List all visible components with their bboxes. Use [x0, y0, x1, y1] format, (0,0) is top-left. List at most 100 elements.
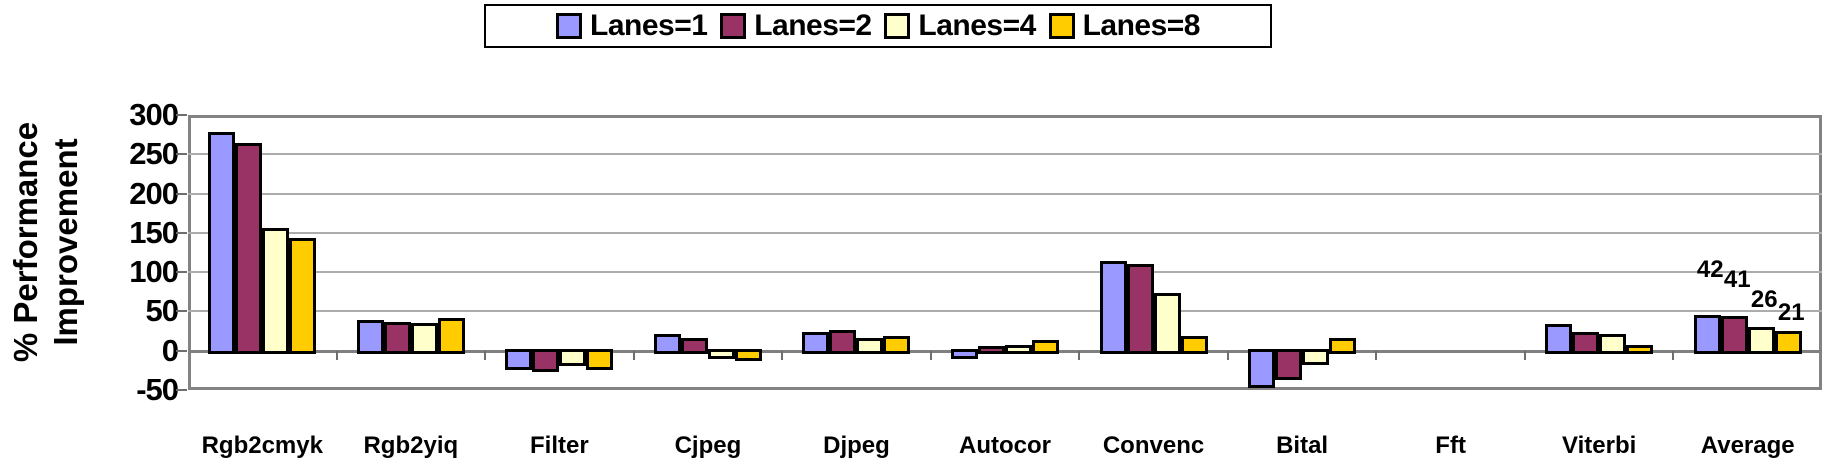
legend-item-lanes-8: Lanes=8	[1048, 9, 1201, 43]
gridline-50	[188, 310, 1822, 313]
y-tick-mark-50	[176, 310, 187, 313]
bar-viterbi-lanes-1	[1545, 324, 1573, 354]
legend-swatch-lanes-1	[556, 13, 582, 39]
bar-rgb2cmyk-lanes-8	[289, 237, 317, 354]
y-tick-mark-300	[176, 114, 187, 116]
y-tick-label-250: 250	[129, 136, 179, 172]
bar-djpeg-lanes-1	[802, 332, 830, 354]
x-category-label-convenc: Convenc	[1102, 432, 1205, 459]
legend-label-lanes-8: Lanes=8	[1082, 9, 1201, 42]
bar-filter-lanes-2	[532, 348, 560, 372]
y-tick-label-0: 0	[161, 332, 179, 368]
y-tick-label-150: 150	[129, 214, 179, 250]
x-tick-mark-10	[1672, 350, 1675, 360]
legend-item-lanes-4: Lanes=4	[884, 9, 1036, 43]
x-category-label-fft: Fft	[1435, 432, 1466, 459]
x-category-label-bital: Bital	[1276, 432, 1329, 459]
legend: Lanes=1 Lanes=2 Lanes=4 Lanes=8	[484, 4, 1272, 48]
x-category-label-rgb2cmyk: Rgb2cmyk	[201, 432, 323, 459]
gridline-200	[188, 192, 1822, 195]
y-tick-mark-250	[176, 153, 187, 156]
y-tick-mark-100	[176, 271, 187, 274]
legend-swatch-lanes-8	[1048, 13, 1075, 39]
x-tick-mark-3	[632, 350, 635, 360]
bar-rgb2yiq-lanes-8	[437, 317, 465, 354]
x-category-label-viterbi: Viterbi	[1562, 432, 1637, 459]
legend-item-lanes-1: Lanes=1	[556, 9, 708, 43]
bar-rgb2cmyk-lanes-4	[262, 228, 290, 354]
y-tick-mark-0	[176, 349, 187, 352]
y-tick-mark-200	[176, 192, 187, 195]
bar-rgb2yiq-lanes-1	[356, 320, 384, 354]
bar-rgb2yiq-lanes-2	[383, 321, 411, 354]
y-tick-label-200: 200	[129, 175, 179, 211]
bar-autocor-lanes-4	[1005, 344, 1032, 354]
bar-rgb2cmyk-lanes-1	[208, 131, 236, 354]
value-label-average-lanes-1: 42	[1696, 255, 1724, 283]
x-tick-mark-1	[335, 350, 338, 360]
legend-label-lanes-1: Lanes=1	[590, 9, 708, 42]
bar-cjpeg-lanes-2	[680, 338, 708, 354]
bar-rgb2yiq-lanes-4	[410, 323, 438, 354]
y-tick-label-100: 100	[129, 254, 179, 290]
bar-average-lanes-1	[1693, 314, 1721, 354]
y-tick-label-50: 50	[145, 293, 179, 329]
value-label-average-lanes-8: 21	[1777, 299, 1805, 327]
legend-label-lanes-2: Lanes=2	[754, 9, 872, 42]
y-axis-title-line-1: % Performance	[7, 121, 44, 363]
y-tick-mark--50	[176, 389, 187, 391]
bar-average-lanes-2	[1720, 315, 1748, 354]
bar-filter-lanes-1	[505, 348, 533, 371]
bar-viterbi-lanes-4	[1599, 333, 1627, 354]
bar-convenc-lanes-4	[1153, 292, 1181, 354]
legend-label-lanes-4: Lanes=4	[918, 9, 1036, 42]
y-tick-label-300: 300	[129, 97, 179, 132]
x-tick-mark-9	[1523, 350, 1526, 360]
bar-viterbi-lanes-2	[1572, 332, 1600, 354]
bar-bital-lanes-2	[1275, 348, 1303, 380]
bar-rgb2cmyk-lanes-2	[235, 143, 263, 354]
x-category-label-cjpeg: Cjpeg	[674, 432, 742, 459]
bar-cjpeg-lanes-4	[707, 348, 735, 359]
x-tick-mark-6	[1078, 350, 1081, 360]
gridline-100	[188, 271, 1822, 274]
x-tick-mark-2	[484, 350, 487, 360]
bar-autocor-lanes-2	[978, 346, 1005, 354]
bar-djpeg-lanes-8	[883, 335, 911, 354]
bar-convenc-lanes-8	[1180, 335, 1208, 354]
gridline-150	[188, 231, 1822, 234]
legend-swatch-lanes-4	[884, 13, 911, 39]
value-label-average-lanes-2: 41	[1723, 265, 1751, 293]
value-label-average-lanes-4: 26	[1750, 286, 1778, 314]
bar-bital-lanes-4	[1302, 348, 1330, 365]
bar-djpeg-lanes-2	[829, 330, 857, 354]
bar-bital-lanes-8	[1329, 338, 1357, 354]
legend-swatch-lanes-2	[720, 13, 747, 39]
bar-filter-lanes-8	[586, 348, 614, 371]
x-tick-mark-4	[781, 350, 784, 360]
y-tick-mark-150	[176, 231, 187, 234]
bar-convenc-lanes-1	[1099, 261, 1127, 354]
bar-cjpeg-lanes-8	[734, 348, 762, 361]
x-tick-mark-7	[1226, 350, 1229, 360]
bar-bital-lanes-1	[1248, 348, 1276, 388]
bar-filter-lanes-4	[559, 348, 587, 367]
x-tick-mark-8	[1375, 350, 1378, 360]
bar-cjpeg-lanes-1	[653, 334, 681, 354]
bar-autocor-lanes-1	[951, 348, 978, 359]
bar-viterbi-lanes-8	[1626, 345, 1654, 354]
bar-autocor-lanes-8	[1032, 339, 1059, 354]
x-category-label-average: Average	[1700, 432, 1795, 459]
gridline-250	[188, 153, 1822, 156]
legend-item-lanes-2: Lanes=2	[720, 9, 872, 43]
bar-average-lanes-4	[1747, 327, 1775, 354]
x-tick-mark-5	[929, 350, 932, 360]
x-category-label-filter: Filter	[530, 432, 589, 459]
bar-convenc-lanes-2	[1126, 263, 1154, 354]
x-category-label-autocor: Autocor	[959, 432, 1051, 459]
x-category-label-djpeg: Djpeg	[823, 432, 890, 459]
bar-djpeg-lanes-4	[856, 338, 884, 354]
x-category-label-rgb2yiq: Rgb2yiq	[363, 432, 459, 459]
y-tick-label--50: -50	[136, 372, 179, 407]
